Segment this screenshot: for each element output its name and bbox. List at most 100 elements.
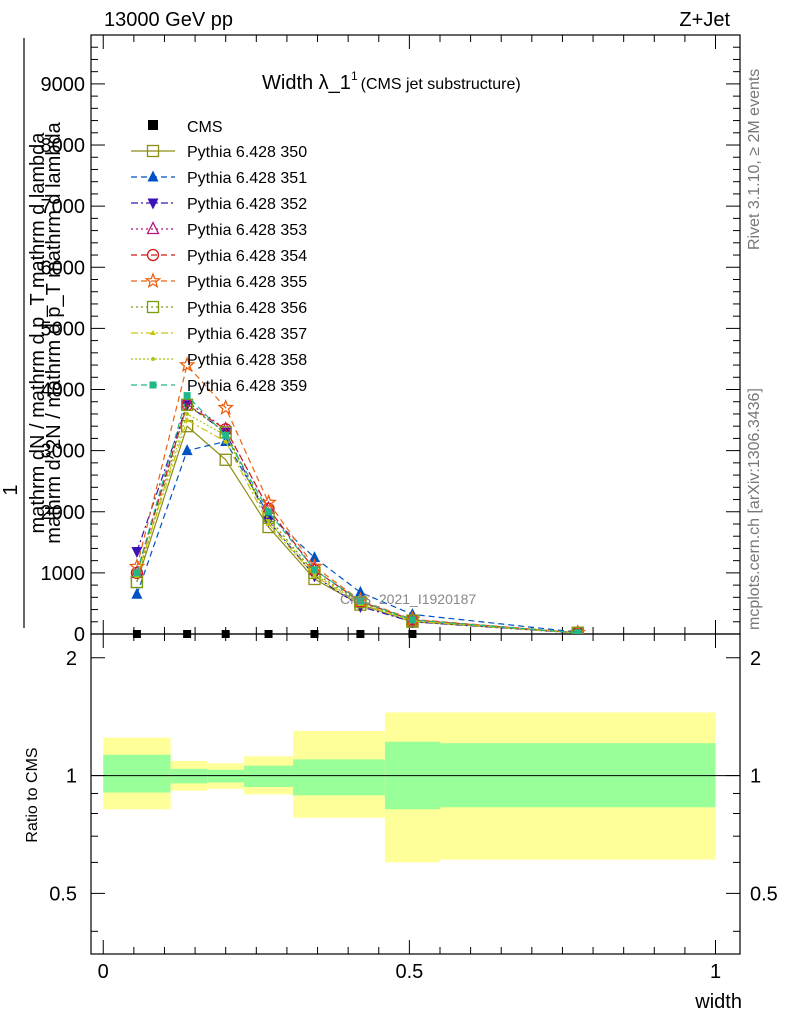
series-marker bbox=[354, 596, 367, 609]
cms-data-point bbox=[408, 630, 417, 638]
series-marker bbox=[131, 587, 143, 599]
y-tick-label: 5000 bbox=[41, 318, 86, 340]
series-marker bbox=[151, 357, 155, 361]
legend: CMS Pythia 6.428 350 Pythia 6.428 351 Pythi… bbox=[131, 119, 307, 395]
series-line bbox=[136, 400, 578, 634]
legend-label: Pythia 6.428 353 bbox=[187, 222, 307, 239]
legend-entry: Pythia 6.428 353 bbox=[131, 221, 307, 239]
series-marker bbox=[146, 221, 160, 235]
analysis-watermark: CMS_2021_I1920187 bbox=[340, 591, 476, 607]
legend-label: Pythia 6.428 350 bbox=[187, 144, 307, 161]
series-line bbox=[136, 394, 578, 634]
chart-subtitle: (CMS jet substructure) bbox=[361, 76, 521, 93]
cms-data-point bbox=[356, 630, 365, 638]
series-marker bbox=[219, 453, 232, 466]
ratio-band-green bbox=[170, 768, 208, 784]
series-marker bbox=[146, 144, 160, 158]
ratio-axis-label: Ratio to CMS bbox=[24, 747, 41, 842]
ratio-band-green bbox=[207, 769, 245, 783]
x-tick-label: 0 bbox=[98, 961, 109, 983]
series-marker bbox=[310, 566, 318, 574]
y-tick-label: 2000 bbox=[41, 502, 86, 524]
series-line bbox=[136, 419, 578, 634]
y-axis-label-denominator: mathrm dN / mathrm d p_T mathrm d lambda bbox=[27, 132, 49, 534]
legend-entry: Pythia 6.428 359 bbox=[131, 378, 307, 395]
y-axis-label-numerator: 1 bbox=[0, 484, 22, 495]
series-marker bbox=[185, 411, 190, 416]
cms-data-point bbox=[132, 630, 141, 638]
series-marker bbox=[406, 614, 419, 627]
series-marker bbox=[260, 493, 277, 510]
chart-text-layer: 0 0.5 1 0 1000 2000 3000 4000 5000 6000 7000 8000 90… bbox=[0, 38, 778, 1013]
ratio-band-green bbox=[103, 754, 171, 793]
y-axis-label: 1 mathrm dN / mathrm d p_T mathrm d lambd… bbox=[0, 38, 65, 628]
header-energy: 13000 GeV pp bbox=[104, 9, 233, 31]
cms-data-point bbox=[221, 630, 230, 638]
series-marker bbox=[147, 170, 159, 182]
ratio-tick-label-left: 1 bbox=[66, 766, 77, 788]
legend-entry: Pythia 6.428 355 bbox=[131, 272, 307, 291]
y-tick-label: 3000 bbox=[41, 441, 86, 463]
legend-label: Pythia 6.428 352 bbox=[187, 196, 307, 213]
cms-data-point bbox=[183, 630, 192, 638]
series-marker bbox=[222, 438, 229, 444]
series-marker bbox=[130, 566, 144, 580]
legend-entry: Pythia 6.428 352 bbox=[131, 196, 307, 213]
legend-label: Pythia 6.428 358 bbox=[187, 352, 307, 369]
series-marker bbox=[222, 431, 230, 439]
legend-entry: Pythia 6.428 358 bbox=[131, 352, 307, 369]
series-marker bbox=[146, 300, 160, 314]
series-10 bbox=[133, 392, 582, 634]
series-marker bbox=[265, 520, 272, 526]
series-marker bbox=[408, 616, 416, 624]
chart-title-sup: 1 bbox=[351, 69, 358, 83]
y-tick-label: 4000 bbox=[41, 380, 86, 402]
series-marker bbox=[144, 272, 162, 289]
x-axis-label: width bbox=[694, 991, 742, 1013]
legend-entry: Pythia 6.428 351 bbox=[131, 170, 307, 187]
y-tick-label: 7000 bbox=[41, 196, 86, 218]
legend-entry: Pythia 6.428 357 bbox=[131, 326, 307, 343]
legend-label: Pythia 6.428 359 bbox=[187, 378, 307, 395]
legend-cms-marker bbox=[148, 120, 158, 130]
legend-cms-label: CMS bbox=[187, 119, 223, 136]
ratio-band-green bbox=[293, 759, 385, 796]
cms-data-point bbox=[310, 630, 319, 638]
ratio-tick-label-right: 0.5 bbox=[750, 883, 778, 905]
series-marker bbox=[266, 518, 271, 523]
y-tick-label: 1000 bbox=[41, 563, 86, 585]
cms-data-point bbox=[264, 630, 273, 638]
ratio-tick-label-left: 2 bbox=[66, 648, 77, 670]
series-marker bbox=[217, 399, 235, 415]
series-layer bbox=[128, 356, 587, 634]
legend-label: Pythia 6.428 351 bbox=[187, 170, 307, 187]
series-marker bbox=[574, 629, 582, 634]
ratio-band-green bbox=[244, 765, 294, 787]
series-marker bbox=[150, 330, 156, 335]
y-tick-label: 6000 bbox=[41, 257, 86, 279]
legend-label: Pythia 6.428 356 bbox=[187, 300, 307, 317]
series-marker bbox=[149, 381, 157, 389]
series-marker bbox=[308, 551, 320, 563]
legend-entry: Pythia 6.428 350 bbox=[131, 144, 307, 161]
series-marker bbox=[146, 248, 160, 262]
series-marker bbox=[354, 585, 366, 597]
legend-label: Pythia 6.428 357 bbox=[187, 326, 307, 343]
x-tick-label: 0.5 bbox=[395, 961, 423, 983]
chart-title: Width λ_11 (CMS jet substructure) bbox=[262, 69, 521, 94]
ratio-tick-label-right: 2 bbox=[750, 648, 761, 670]
series-marker bbox=[356, 597, 364, 605]
ratio-uncertainty-bands bbox=[91, 712, 740, 863]
series-line bbox=[136, 413, 578, 634]
series-line bbox=[136, 440, 578, 633]
series-marker bbox=[147, 198, 159, 210]
legend-entry: Pythia 6.428 356 bbox=[131, 300, 307, 317]
legend-entry: Pythia 6.428 354 bbox=[131, 248, 307, 265]
y-tick-label: 8000 bbox=[41, 135, 86, 157]
y-tick-label: 9000 bbox=[41, 74, 86, 96]
ratio-tick-label-left: 0.5 bbox=[49, 883, 77, 905]
y-axis-label-overlay: mathrm d^2N / mathrm d p_T mathrm d lamb… bbox=[43, 121, 65, 543]
legend-label: Pythia 6.428 354 bbox=[187, 248, 307, 265]
series-marker bbox=[131, 546, 143, 558]
